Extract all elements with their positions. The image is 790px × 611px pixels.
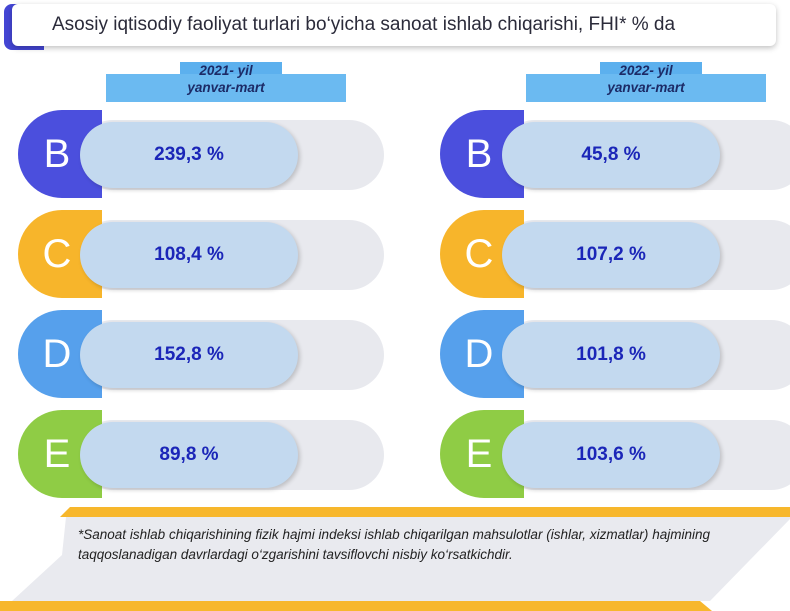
row-D-series-1: D 152,8 %	[18, 310, 388, 398]
value-pill	[80, 322, 298, 388]
category-label: D	[42, 332, 72, 376]
year-header-2021-line1: 2021- yil	[199, 63, 253, 78]
value-label: 108,4 %	[154, 244, 224, 265]
row-B-series-2: B 45,8 %	[440, 110, 790, 198]
value-pill	[80, 422, 298, 488]
value-label: 239,3 %	[154, 144, 224, 165]
year-header-2022-line1: 2022- yil	[619, 63, 673, 78]
category-badge-C: C	[18, 210, 102, 298]
title-banner: Asosiy iqtisodiy faoliyat turlari bo‘yic…	[4, 4, 780, 50]
row-C-series-2: C 107,2 %	[440, 210, 790, 298]
value-label: 45,8 %	[581, 144, 641, 165]
row-C-series-1: C 108,4 %	[18, 210, 388, 298]
year-header-2021-line2: yanvar-mart	[187, 80, 265, 95]
value-label: 107,2 %	[576, 244, 646, 265]
footnote-text: *Sanoat ishlab chiqarishining fizik hajm…	[78, 527, 710, 562]
value-pill	[80, 222, 298, 288]
footnote-frame	[0, 507, 790, 611]
row-E-series-2: E 103,6 %	[440, 410, 790, 498]
value-pill	[502, 422, 720, 488]
year-header-2021: 2021- yil yanvar-mart	[106, 62, 346, 102]
title-box: Asosiy iqtisodiy faoliyat turlari bo‘yic…	[12, 4, 776, 46]
row-E-series-1: E 89,8 %	[18, 410, 388, 498]
year-header-2022: 2022- yil yanvar-mart	[526, 62, 766, 102]
category-badge-D: D	[18, 310, 102, 398]
value-pill	[502, 122, 720, 188]
category-label: B	[43, 132, 71, 176]
value-label: 152,8 %	[154, 344, 224, 365]
category-label: E	[43, 432, 71, 476]
value-pill	[502, 322, 720, 388]
category-label: C	[42, 232, 72, 276]
category-label: B	[465, 132, 493, 176]
footnote-panel: *Sanoat ishlab chiqarishining fizik hajm…	[0, 505, 790, 611]
chart-title: Asosiy iqtisodiy faoliyat turlari bo‘yic…	[52, 14, 676, 35]
row-D-series-2: D 101,8 %	[440, 310, 790, 398]
value-label: 89,8 %	[159, 444, 219, 465]
category-label: C	[464, 232, 494, 276]
category-label: D	[464, 332, 494, 376]
category-label: E	[465, 432, 493, 476]
value-label: 103,6 %	[576, 444, 646, 465]
value-pill	[80, 122, 298, 188]
row-B-series-1: B 239,3 %	[18, 110, 388, 198]
value-pill	[502, 222, 720, 288]
value-label: 101,8 %	[576, 344, 646, 365]
year-header-2022-line2: yanvar-mart	[607, 80, 685, 95]
